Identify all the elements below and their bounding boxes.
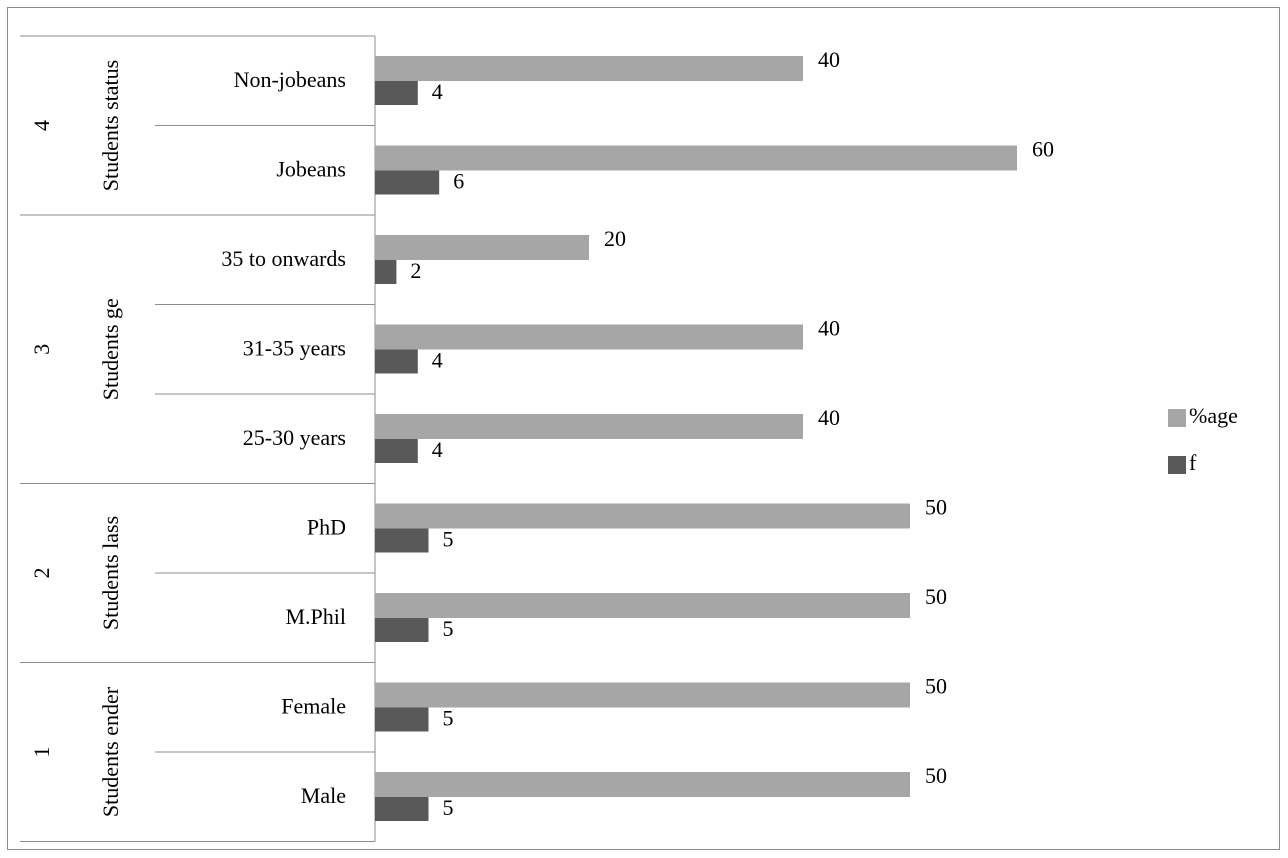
data-label-percentage: 60 (1032, 137, 1054, 162)
data-label-percentage: 50 (925, 674, 947, 699)
legend-label: %age (1189, 403, 1238, 428)
bar-frequency (375, 170, 440, 195)
data-label-frequency: 4 (432, 437, 443, 462)
bar-percentage (375, 56, 803, 81)
group-name: Students ge (98, 298, 123, 400)
data-label-frequency: 6 (453, 169, 464, 194)
legend-label: f (1189, 450, 1197, 475)
category-label: 31-35 years (243, 336, 346, 361)
data-label-percentage: 20 (604, 226, 626, 251)
group-name: Students ender (98, 686, 123, 817)
bar-frequency (375, 618, 429, 642)
category-label: Non-jobeans (234, 67, 346, 92)
data-label-frequency: 5 (443, 527, 454, 552)
bar-frequency (375, 349, 418, 374)
data-label-percentage: 50 (925, 584, 947, 609)
data-label-frequency: 5 (443, 795, 454, 820)
group-name: Students lass (98, 516, 123, 630)
category-label: Jobeans (276, 157, 346, 182)
category-label: 25-30 years (243, 425, 346, 450)
bar-frequency (375, 528, 429, 553)
bar-percentage (375, 235, 589, 260)
group-number: 2 (29, 568, 54, 579)
bar-frequency (375, 707, 429, 732)
bar-percentage (375, 593, 910, 618)
data-label-percentage: 40 (818, 47, 840, 72)
data-label-frequency: 2 (410, 258, 421, 283)
bar-percentage (375, 682, 910, 708)
category-label: 35 to onwards (221, 246, 346, 271)
legend-swatch (1168, 409, 1186, 427)
group-number: 1 (29, 747, 54, 758)
group-number: 4 (29, 120, 54, 131)
category-label: PhD (307, 515, 346, 540)
bar-frequency (375, 797, 429, 821)
data-label-frequency: 4 (432, 348, 443, 373)
bar-frequency (375, 439, 418, 463)
bar-frequency (375, 260, 397, 284)
bar-percentage (375, 772, 910, 797)
data-label-percentage: 50 (925, 763, 947, 788)
legend-swatch (1168, 456, 1186, 474)
group-name: Students status (98, 60, 123, 191)
category-label: M.Phil (285, 604, 346, 629)
bar-percentage (375, 503, 910, 529)
data-label-frequency: 4 (432, 79, 443, 104)
bar-percentage (375, 324, 803, 350)
group-number: 3 (29, 344, 54, 355)
bar-frequency (375, 81, 418, 105)
data-label-percentage: 40 (818, 316, 840, 341)
bar-percentage (375, 145, 1017, 171)
bar-percentage (375, 414, 803, 439)
data-label-percentage: 50 (925, 495, 947, 520)
data-label-frequency: 5 (443, 706, 454, 731)
category-label: Male (301, 783, 346, 808)
category-label: Female (281, 694, 346, 719)
data-label-frequency: 5 (443, 616, 454, 641)
data-label-percentage: 40 (818, 405, 840, 430)
